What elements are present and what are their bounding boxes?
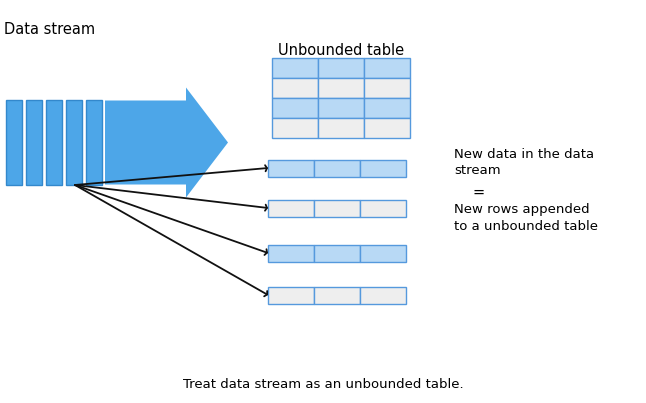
Bar: [364, 118, 410, 138]
Bar: [314, 245, 360, 262]
Bar: [268, 200, 314, 217]
Bar: [272, 98, 318, 118]
Bar: [46, 100, 62, 185]
Bar: [272, 58, 318, 78]
Bar: [360, 245, 406, 262]
Bar: [26, 100, 42, 185]
Bar: [318, 98, 364, 118]
Bar: [364, 78, 410, 98]
Bar: [318, 118, 364, 138]
Bar: [318, 58, 364, 78]
Text: Treat data stream as an unbounded table.: Treat data stream as an unbounded table.: [183, 378, 463, 391]
Bar: [6, 100, 22, 185]
Bar: [364, 58, 410, 78]
Bar: [364, 98, 410, 118]
Bar: [314, 160, 360, 177]
Bar: [268, 287, 314, 304]
Bar: [360, 160, 406, 177]
Bar: [314, 287, 360, 304]
Bar: [272, 118, 318, 138]
Bar: [318, 78, 364, 98]
Bar: [272, 78, 318, 98]
Bar: [86, 100, 102, 185]
Bar: [360, 287, 406, 304]
Text: Unbounded table: Unbounded table: [278, 43, 404, 58]
Bar: [66, 100, 82, 185]
Text: =: =: [472, 185, 484, 200]
Bar: [360, 200, 406, 217]
Bar: [268, 160, 314, 177]
Text: to a unbounded table: to a unbounded table: [454, 220, 598, 233]
Text: New rows appended: New rows appended: [454, 203, 590, 216]
Polygon shape: [105, 87, 228, 197]
Bar: [314, 200, 360, 217]
Text: Data stream: Data stream: [4, 22, 95, 37]
Text: stream: stream: [454, 164, 501, 177]
Text: New data in the data: New data in the data: [454, 148, 594, 161]
Bar: [268, 245, 314, 262]
